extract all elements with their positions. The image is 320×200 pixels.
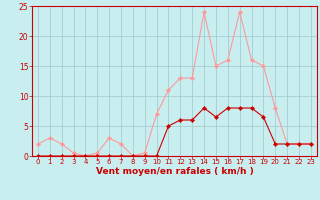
X-axis label: Vent moyen/en rafales ( km/h ): Vent moyen/en rafales ( km/h ) [96,167,253,176]
